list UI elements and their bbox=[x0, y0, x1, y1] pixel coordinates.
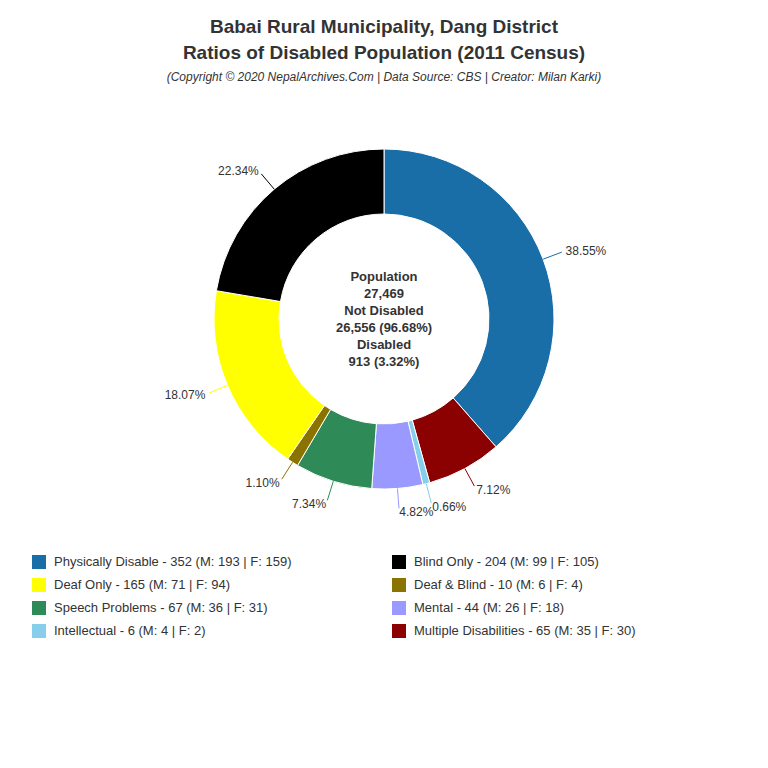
html-text:Intellectual - 6 (M: 4 | F: 2): Intellectual - 6 (M: 4 | F: 2) bbox=[54, 623, 206, 638]
html-text:Population: Population bbox=[350, 269, 418, 284]
html-text:Physically Disable - 352 (M: 1: Physically Disable - 352 (M: 193 | F: 15… bbox=[54, 554, 292, 569]
html-text:Not Disabled: Not Disabled bbox=[344, 303, 424, 318]
html-text:913 (3.32%): 913 (3.32%) bbox=[348, 354, 420, 369]
html-text:Speech Problems - 67 (M: 36 |: Speech Problems - 67 (M: 36 | F: 31) bbox=[54, 600, 268, 615]
svg-text:7.34%: 7.34% bbox=[292, 497, 326, 511]
html-text:26,556 (96.68%): 26,556 (96.68%) bbox=[335, 320, 433, 335]
html-text:Babai Rural Municipality, Dang: Babai Rural Municipality, Dang District bbox=[210, 16, 558, 37]
svg-text:1.10%: 1.10% bbox=[246, 476, 280, 490]
html-text:Multiple Disabilities - 65 (M:: Multiple Disabilities - 65 (M: 35 | F: 3… bbox=[414, 623, 636, 638]
svg-text:38.55%: 38.55% bbox=[566, 244, 607, 258]
html-text:Deaf & Blind - 10 (M: 6 | F: 4: Deaf & Blind - 10 (M: 6 | F: 4) bbox=[414, 577, 583, 592]
html-text:Mental - 44 (M: 26 | F: 18): Mental - 44 (M: 26 | F: 18) bbox=[414, 600, 564, 615]
html-text:Disabled: Disabled bbox=[356, 337, 412, 352]
html-text:27,469: 27,469 bbox=[364, 286, 404, 301]
svg-text:4.82%: 4.82% bbox=[399, 505, 433, 519]
svg-text:22.34%: 22.34% bbox=[218, 164, 259, 178]
html-text:Ratios of Disabled Population: Ratios of Disabled Population (2011 Cens… bbox=[182, 42, 586, 63]
svg-text:18.07%: 18.07% bbox=[165, 388, 206, 402]
svg-text:0.66%: 0.66% bbox=[432, 500, 466, 514]
html-text:Deaf Only - 165 (M: 71 | F: 94: Deaf Only - 165 (M: 71 | F: 94) bbox=[54, 577, 231, 592]
svg-text:7.12%: 7.12% bbox=[476, 483, 510, 497]
html-text:(Copyright © 2020 NepalArchive: (Copyright © 2020 NepalArchives.Com | Da… bbox=[166, 70, 602, 84]
html-text:Blind Only - 204 (M: 99 | F: 1: Blind Only - 204 (M: 99 | F: 105) bbox=[414, 554, 599, 569]
